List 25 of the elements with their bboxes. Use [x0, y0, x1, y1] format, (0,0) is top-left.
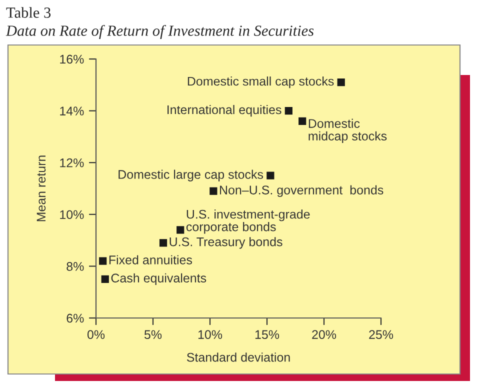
y-tick-label: 6%: [66, 314, 84, 323]
y-tick-label: 10%: [60, 210, 84, 220]
annotation: U.S. investment-grade corporate bonds: [186, 210, 310, 234]
y-tick-label: 14%: [60, 106, 84, 116]
x-tick-label: 15%: [255, 330, 280, 339]
annotation: U.S. Treasury bonds: [170, 237, 282, 249]
x-tick-label: 0%: [87, 330, 105, 339]
y-tick-label: 8%: [66, 262, 84, 271]
chart-subtitle: Data on Rate of Return of Investment in Securities: [6, 24, 314, 40]
y-tick-label: 16%: [60, 54, 84, 64]
annotation: Non–U.S. government bonds: [220, 185, 384, 197]
annotation: Domestic large cap stocks: [118, 170, 264, 182]
x-axis-title: Standard deviation: [186, 352, 290, 362]
x-tick-label: 25%: [369, 330, 394, 339]
annotation: Fixed annuities: [109, 255, 192, 264]
annotation: International equities: [168, 104, 282, 117]
x-tick-label: 20%: [312, 330, 336, 339]
annotation: Domestic small cap stocks: [188, 76, 334, 88]
y-tick-label: 12%: [60, 158, 84, 168]
chart-title: Table 3: [6, 7, 51, 18]
annotation: Cash equivalents: [111, 273, 206, 285]
y-axis-title: Mean return: [36, 156, 46, 222]
annotation: Domestic midcap stocks: [308, 118, 387, 143]
x-tick-label: 5%: [144, 330, 162, 339]
x-tick-label: 10%: [198, 330, 222, 339]
